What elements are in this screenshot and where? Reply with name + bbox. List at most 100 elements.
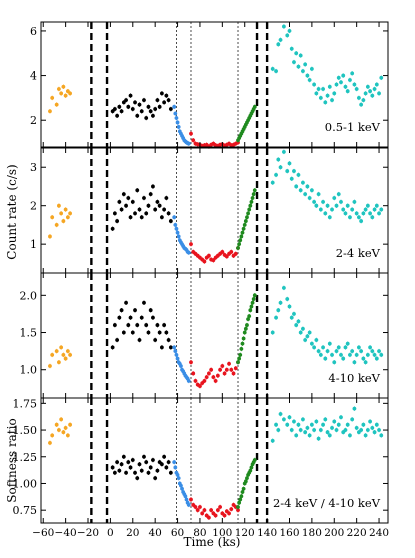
data-point (112, 323, 117, 327)
data-point (316, 87, 321, 91)
data-point (146, 330, 151, 335)
data-point (207, 515, 211, 520)
series-blue (172, 214, 191, 255)
data-point (368, 89, 372, 94)
series-black (110, 300, 173, 350)
series-cyan (270, 24, 384, 107)
data-point (339, 415, 343, 420)
data-point (318, 428, 323, 432)
data-point (121, 192, 126, 197)
data-point (352, 406, 357, 411)
data-point (370, 426, 375, 430)
data-point (305, 426, 310, 430)
data-point (296, 64, 301, 69)
data-point (294, 323, 299, 327)
data-point (124, 470, 128, 475)
data-point (330, 98, 334, 103)
data-point (312, 428, 317, 432)
data-point (285, 422, 290, 427)
x-tick-label: 240 (369, 527, 389, 539)
data-point (361, 98, 366, 103)
data-point (227, 361, 231, 366)
data-point (222, 513, 227, 518)
data-point (50, 95, 55, 100)
data-point (220, 364, 225, 368)
series-orange (48, 203, 73, 239)
data-point (68, 211, 73, 216)
panel-frame (40, 21, 389, 148)
data-point (59, 211, 64, 216)
y-tick-label: 1.75 (13, 397, 38, 410)
data-point (173, 111, 178, 116)
panel-4: 0.75 1.00 1.25 1.50 1.75 2-4 keV / 4-10 keV So… (5, 397, 389, 524)
data-point (215, 508, 220, 513)
data-point (57, 360, 61, 365)
data-point (151, 458, 155, 462)
data-point (133, 308, 137, 313)
data-point (282, 149, 286, 154)
data-point (372, 207, 377, 212)
series-cyan (270, 149, 384, 224)
data-point (186, 141, 191, 146)
data-point (130, 330, 135, 335)
data-point (321, 422, 325, 427)
data-point (179, 364, 183, 368)
series-green (236, 457, 257, 510)
x-tick-label: 160 (279, 527, 299, 539)
data-point (144, 116, 149, 120)
data-point (48, 234, 52, 239)
data-point (352, 360, 357, 365)
data-point (59, 417, 64, 422)
data-point (327, 341, 332, 346)
data-point (245, 323, 249, 327)
data-point (341, 207, 346, 212)
data-point (155, 323, 160, 327)
data-point (48, 109, 52, 114)
y-tick-label: 1.0 (20, 364, 38, 377)
data-point (54, 102, 59, 107)
data-point (241, 226, 246, 231)
data-point (301, 417, 305, 422)
data-point (237, 500, 242, 505)
data-point (204, 375, 209, 380)
data-point (174, 352, 179, 357)
data-point (50, 433, 55, 438)
data-point (240, 341, 245, 346)
data-point (137, 102, 142, 107)
data-point (184, 497, 189, 502)
data-point (350, 349, 355, 354)
data-point (137, 462, 142, 467)
data-point (191, 371, 196, 376)
data-point (336, 75, 341, 80)
data-point (365, 428, 370, 432)
series-red (189, 360, 240, 389)
panel-label: 4-10 keV (328, 371, 380, 385)
data-point (252, 293, 257, 298)
panel-label: 0.5-1 keV (325, 120, 381, 134)
data-point (379, 352, 384, 357)
data-point (270, 330, 275, 335)
data-point (115, 219, 120, 223)
data-point (298, 428, 303, 432)
data-point (341, 356, 346, 361)
data-point (164, 93, 169, 98)
data-point (148, 465, 153, 470)
data-point (57, 203, 61, 208)
softness-axis-label: Softness ratio (5, 418, 19, 502)
data-point (318, 95, 323, 100)
data-point (186, 502, 191, 507)
data-point (292, 60, 296, 65)
data-point (65, 349, 70, 354)
data-point (370, 349, 375, 354)
data-point (135, 476, 140, 481)
data-point (112, 107, 117, 111)
data-point (130, 199, 135, 204)
data-point (354, 87, 359, 91)
data-point (186, 378, 191, 383)
data-point (334, 82, 339, 87)
data-point (65, 433, 70, 438)
x-tick-label: −60 (32, 527, 54, 539)
data-point (175, 473, 180, 477)
data-point (173, 223, 178, 227)
data-point (305, 73, 310, 78)
